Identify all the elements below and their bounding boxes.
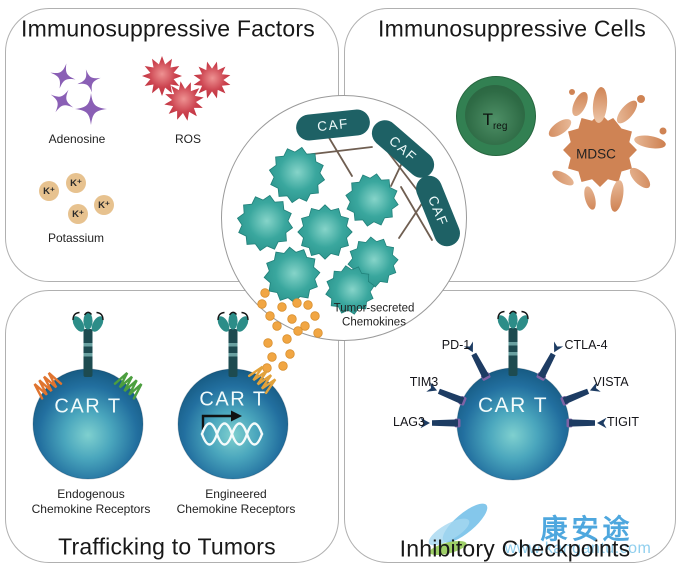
treg-cell-inner bbox=[465, 85, 525, 145]
lag3-label: LAG3 bbox=[393, 415, 425, 429]
endogenous-caption-line1: Endogenous bbox=[57, 487, 125, 501]
treg-cell bbox=[456, 76, 536, 156]
tim3-label: TIM3 bbox=[409, 375, 439, 389]
treg-label: Treg bbox=[482, 109, 508, 133]
vista-label: VISTA bbox=[593, 375, 629, 389]
potassium-ion: K⁺ bbox=[68, 204, 88, 224]
cells-title: Immunosuppressive Cells bbox=[378, 15, 646, 42]
tigit-label: TIGIT bbox=[607, 415, 639, 429]
potassium-ion: K⁺ bbox=[94, 195, 114, 215]
potassium-ion: K⁺ bbox=[66, 173, 86, 193]
engineered-caption-line2: Chemokine Receptors bbox=[176, 502, 296, 516]
potassium-ion: K⁺ bbox=[39, 181, 59, 201]
pd1-label: PD-1 bbox=[441, 338, 471, 352]
adenosine-label: Adenosine bbox=[48, 132, 106, 146]
car-t-label-endogenous: CAR T bbox=[54, 395, 122, 418]
trafficking-title: Trafficking to Tumors bbox=[58, 533, 276, 560]
watermark-brand: 康安途 bbox=[540, 514, 634, 545]
car-t-label-engineered: CAR T bbox=[199, 388, 267, 411]
chemokine-caption: Tumor-secreted bbox=[333, 302, 415, 315]
endogenous-caption-line2: Chemokine Receptors bbox=[31, 502, 151, 516]
car-t-label-checkpoints: CAR T bbox=[477, 394, 549, 417]
factors-title: Immunosuppressive Factors bbox=[21, 15, 315, 42]
chemokine-caption: Chemokines bbox=[342, 316, 406, 329]
engineered-caption-line1: Engineered bbox=[205, 487, 267, 501]
panel-trafficking bbox=[5, 290, 339, 563]
mdsc-label: MDSC bbox=[576, 146, 616, 162]
watermark-url: www.kangantu.com bbox=[504, 540, 652, 557]
ctla4-label: CTLA-4 bbox=[564, 338, 608, 352]
ros-label: ROS bbox=[174, 132, 202, 146]
potassium-label: Potassium bbox=[47, 231, 105, 245]
